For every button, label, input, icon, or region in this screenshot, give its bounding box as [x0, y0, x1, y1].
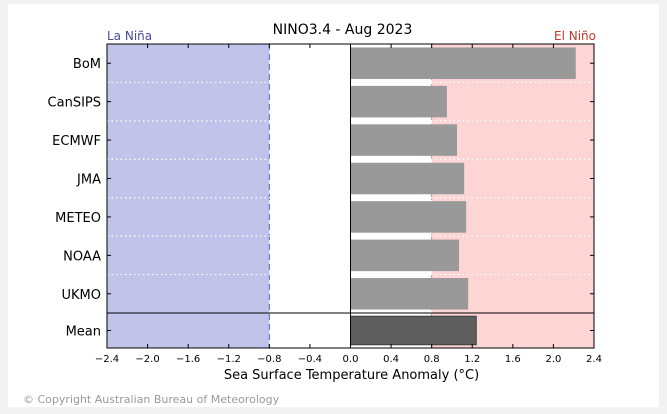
category-label: METEO: [55, 211, 101, 226]
x-tick-label: −2.4: [95, 354, 119, 365]
x-tick-label: −1.2: [217, 354, 241, 365]
x-tick-label: 1.6: [505, 354, 521, 365]
bar-ecmwf: [350, 124, 458, 156]
chart-title: NINO3.4 - Aug 2023: [273, 22, 413, 38]
enso-outlook-chart: BoM CanSIPS ECMWF JMA METEO NOAA UKMO Mean −2.4 −…: [48, 22, 602, 383]
bar-jma: [350, 162, 465, 195]
category-label: NOAA: [63, 249, 101, 264]
category-label: ECMWF: [52, 134, 101, 149]
x-tick-label: −1.6: [176, 354, 200, 365]
x-tick-label: 0.4: [383, 354, 399, 365]
el-nino-label: El Niño: [554, 29, 596, 43]
chart-panel: BoM CanSIPS ECMWF JMA METEO NOAA UKMO Mean −2.4 −…: [8, 4, 659, 407]
x-tick-label: 1.2: [464, 354, 480, 365]
la-nina-label: La Niña: [107, 29, 152, 43]
x-tick-label: −0.8: [257, 354, 281, 365]
category-label: JMA: [76, 173, 101, 188]
x-tick-label: −2.0: [135, 354, 159, 365]
category-label: CanSIPS: [48, 96, 101, 111]
category-label: UKMO: [62, 288, 102, 303]
x-tick-label: 2.4: [586, 354, 602, 365]
copyright-notice: © Copyright Australian Bureau of Meteoro…: [23, 393, 280, 406]
bar-noaa: [350, 239, 460, 272]
category-label: Mean: [66, 325, 101, 340]
bar-cansips: [350, 85, 447, 118]
x-tick-label: 0.0: [343, 354, 359, 365]
bar-meteo: [350, 201, 467, 233]
x-tick-label: 0.8: [424, 354, 440, 365]
category-label: BoM: [73, 57, 101, 72]
x-axis-label: Sea Surface Temperature Anomaly (°C): [224, 368, 479, 383]
bar-bom: [350, 47, 576, 79]
x-tick-label: −0.4: [298, 354, 322, 365]
bar-ukmo: [350, 278, 469, 310]
x-tick-label: 2.0: [545, 354, 561, 365]
la-nina-region: [107, 44, 270, 348]
mean-bar: [350, 315, 477, 346]
